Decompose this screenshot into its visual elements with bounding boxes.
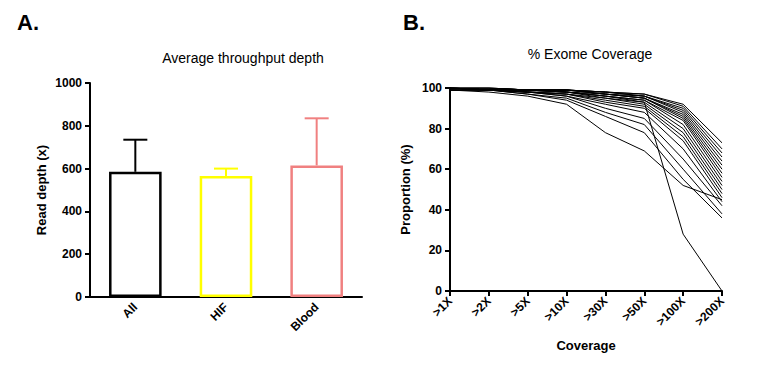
svg-text:400: 400 — [62, 204, 82, 218]
svg-text:40: 40 — [429, 203, 443, 217]
svg-text:0: 0 — [75, 290, 82, 304]
svg-text:60: 60 — [429, 162, 443, 176]
svg-text:>10X: >10X — [542, 294, 572, 324]
svg-text:Average throughput depth: Average throughput depth — [162, 50, 324, 66]
svg-text:>100X: >100X — [653, 294, 688, 329]
svg-text:>5X: >5X — [507, 294, 532, 319]
svg-text:200: 200 — [62, 247, 82, 261]
svg-text:1000: 1000 — [55, 76, 82, 90]
svg-text:A.: A. — [17, 10, 39, 35]
svg-text:>200X: >200X — [692, 294, 727, 329]
svg-text:800: 800 — [62, 119, 82, 133]
svg-text:600: 600 — [62, 162, 82, 176]
svg-text:All: All — [120, 300, 141, 321]
svg-text:>2X: >2X — [469, 294, 494, 319]
svg-text:>1X: >1X — [430, 294, 455, 319]
svg-text:80: 80 — [429, 122, 443, 136]
svg-text:Coverage: Coverage — [556, 338, 615, 353]
svg-text:Blood: Blood — [288, 300, 322, 334]
svg-text:Read depth (x): Read depth (x) — [34, 145, 49, 235]
svg-text:100: 100 — [422, 81, 442, 95]
svg-text:HIF: HIF — [207, 300, 231, 324]
svg-text:Proportion (%): Proportion (%) — [398, 144, 413, 234]
svg-text:B.: B. — [403, 10, 425, 35]
svg-text:0: 0 — [435, 284, 442, 298]
svg-text:>30X: >30X — [580, 294, 610, 324]
svg-text:% Exome Coverage: % Exome Coverage — [528, 46, 653, 62]
svg-text:>50X: >50X — [619, 294, 649, 324]
svg-text:20: 20 — [429, 243, 443, 257]
